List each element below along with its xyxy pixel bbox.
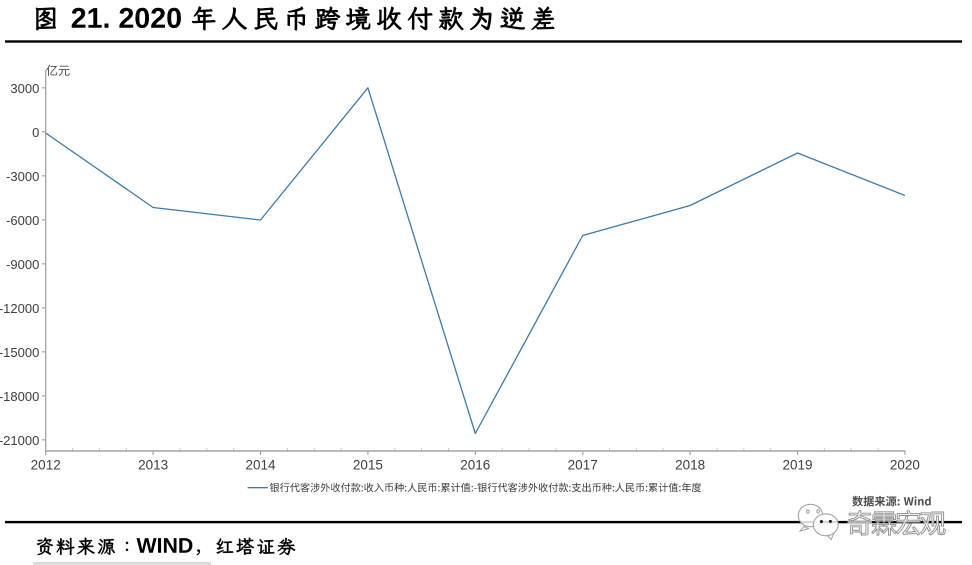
svg-text:0: 0 bbox=[32, 125, 39, 140]
svg-text:2017: 2017 bbox=[568, 457, 598, 472]
svg-text:-21000: -21000 bbox=[0, 433, 39, 448]
svg-text:2019: 2019 bbox=[782, 457, 812, 472]
svg-text:2016: 2016 bbox=[460, 457, 490, 472]
svg-text:2012: 2012 bbox=[31, 457, 61, 472]
svg-text:-18000: -18000 bbox=[0, 389, 39, 404]
svg-text:-6000: -6000 bbox=[6, 213, 39, 228]
svg-text:2015: 2015 bbox=[353, 457, 383, 472]
svg-text:2020: 2020 bbox=[890, 457, 920, 472]
svg-text:-12000: -12000 bbox=[0, 301, 39, 316]
svg-text:-15000: -15000 bbox=[0, 345, 39, 360]
svg-text:2018: 2018 bbox=[675, 457, 705, 472]
svg-text:2013: 2013 bbox=[138, 457, 168, 472]
svg-text:-3000: -3000 bbox=[6, 169, 39, 184]
svg-text:3000: 3000 bbox=[10, 81, 39, 96]
svg-text:-9000: -9000 bbox=[6, 257, 39, 272]
svg-text:2014: 2014 bbox=[245, 457, 276, 472]
